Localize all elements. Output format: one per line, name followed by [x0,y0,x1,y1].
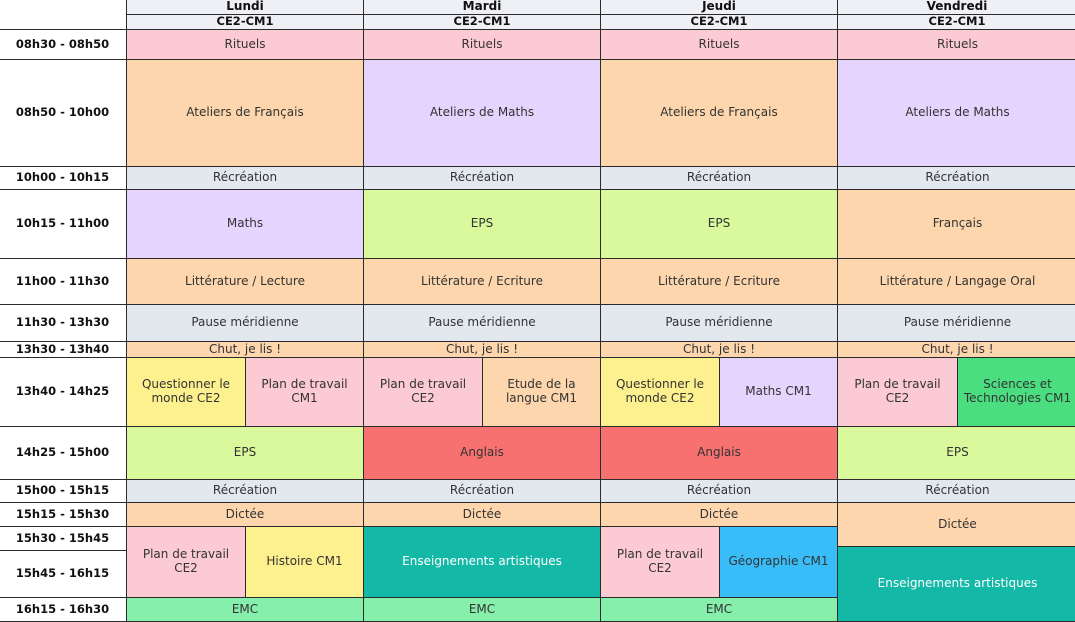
activity-cell: Pause méridienne [600,304,838,342]
activity-cell: Littérature / Langage Oral [837,258,1075,305]
activity-cell: Ateliers de Français [600,59,838,167]
activity-cell: Récréation [600,166,838,190]
activity-cell: Enseignements artistiques [837,546,1075,622]
activity-cell: EPS [126,426,364,480]
time-slot-label: 15h00 - 15h15 [0,479,127,503]
activity-cell: EPS [837,426,1075,480]
time-slot-label: 11h30 - 13h30 [0,304,127,342]
activity-cell: Anglais [363,426,601,480]
activity-cell: Plan de travail CM1 [245,357,364,427]
activity-cell: Maths [126,189,364,259]
activity-cell: Français [837,189,1075,259]
activity-cell: Chut, je lis ! [600,341,838,358]
activity-cell: Récréation [126,166,364,190]
time-slot-label: 08h30 - 08h50 [0,29,127,60]
activity-cell: Géographie CM1 [719,526,838,598]
activity-cell: Littérature / Ecriture [363,258,601,305]
activity-cell: Ateliers de Maths [363,59,601,167]
time-slot-label: 13h40 - 14h25 [0,357,127,427]
class-header-vendredi: CE2-CM1 [837,14,1075,30]
activity-cell: Questionner le monde CE2 [600,357,720,427]
activity-cell: Rituels [363,29,601,60]
activity-cell: Dictée [600,502,838,527]
activity-cell: Ateliers de Maths [837,59,1075,167]
class-header-lundi: CE2-CM1 [126,14,364,30]
activity-cell: Récréation [363,479,601,503]
activity-cell: Plan de travail CE2 [126,526,246,598]
activity-cell: Enseignements artistiques [363,526,601,598]
activity-cell: Chut, je lis ! [126,341,364,358]
activity-cell: Pause méridienne [363,304,601,342]
activity-cell: Rituels [600,29,838,60]
activity-cell: Chut, je lis ! [837,341,1075,358]
activity-cell: Récréation [126,479,364,503]
activity-cell: EPS [363,189,601,259]
activity-cell: Plan de travail CE2 [363,357,483,427]
time-slot-label: 14h25 - 15h00 [0,426,127,480]
time-slot-label: 13h30 - 13h40 [0,341,127,358]
activity-cell: Histoire CM1 [245,526,364,598]
activity-cell: Maths CM1 [719,357,838,427]
activity-cell: EPS [600,189,838,259]
activity-cell: EMC [363,597,601,622]
time-slot-label: 15h45 - 16h15 [0,550,127,598]
class-header-mardi: CE2-CM1 [363,14,601,30]
time-slot-label: 16h15 - 16h30 [0,597,127,622]
activity-cell: EMC [126,597,364,622]
day-header-lundi: Lundi [126,0,364,15]
activity-cell: Littérature / Lecture [126,258,364,305]
activity-cell: Plan de travail CE2 [837,357,958,427]
activity-cell: Rituels [837,29,1075,60]
activity-cell: EMC [600,597,838,622]
activity-cell: Questionner le monde CE2 [126,357,246,427]
activity-cell: Plan de travail CE2 [600,526,720,598]
activity-cell: Littérature / Ecriture [600,258,838,305]
time-slot-label: 10h15 - 11h00 [0,189,127,259]
activity-cell: Dictée [126,502,364,527]
activity-cell: Rituels [126,29,364,60]
day-header-jeudi: Jeudi [600,0,838,15]
activity-cell: Chut, je lis ! [363,341,601,358]
day-header-mardi: Mardi [363,0,601,15]
activity-cell: Dictée [837,502,1075,547]
time-slot-label: 15h15 - 15h30 [0,502,127,527]
activity-cell: Pause méridienne [126,304,364,342]
activity-cell: Récréation [837,166,1075,190]
activity-cell: Récréation [363,166,601,190]
activity-cell: Pause méridienne [837,304,1075,342]
activity-cell: Récréation [837,479,1075,503]
time-slot-label: 10h00 - 10h15 [0,166,127,190]
day-header-vendredi: Vendredi [837,0,1075,15]
activity-cell: Anglais [600,426,838,480]
activity-cell: Dictée [363,502,601,527]
time-slot-label: 08h50 - 10h00 [0,59,127,167]
activity-cell: Sciences et Technologies CM1 [957,357,1075,427]
class-header-jeudi: CE2-CM1 [600,14,838,30]
corner-cell [0,0,127,30]
time-slot-label: 15h30 - 15h45 [0,526,127,551]
activity-cell: Etude de la langue CM1 [482,357,601,427]
activity-cell: Récréation [600,479,838,503]
activity-cell: Ateliers de Français [126,59,364,167]
time-slot-label: 11h00 - 11h30 [0,258,127,305]
